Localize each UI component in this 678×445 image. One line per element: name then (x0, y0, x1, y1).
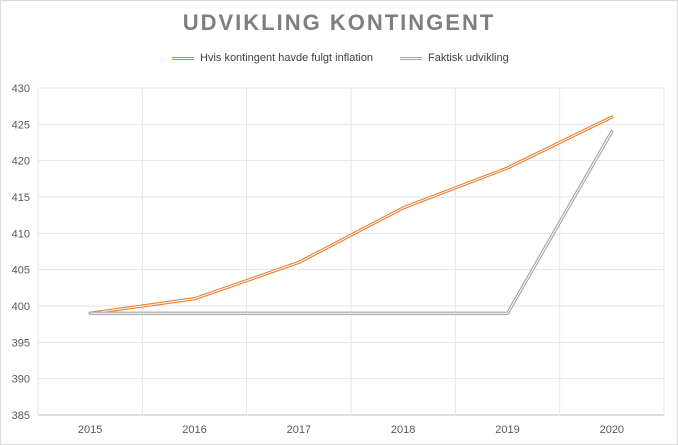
series-line-core-0 (89, 116, 613, 314)
y-tick-label: 405 (12, 265, 30, 277)
y-tick-label: 415 (12, 192, 30, 204)
legend-item-actual: Faktisk udvikling (400, 52, 509, 64)
y-tick-label: 385 (12, 410, 30, 422)
x-tick-label: 2015 (78, 424, 102, 436)
y-tick-label: 420 (12, 156, 30, 168)
legend-label-actual: Faktisk udvikling (428, 52, 509, 64)
legend-swatch-inflation (172, 56, 194, 60)
chart-title: UDVIKLING KONTINGENT (182, 10, 496, 35)
legend-item-inflation: Hvis kontingent havde fulgt inflation (172, 52, 373, 64)
x-tick-label: 2016 (182, 424, 206, 436)
y-tick-label: 410 (12, 228, 30, 240)
legend-label-inflation: Hvis kontingent havde fulgt inflation (200, 52, 374, 64)
series-line-core-1 (89, 131, 613, 314)
x-tick-label: 2019 (495, 424, 519, 436)
legend-swatch-actual (400, 56, 422, 60)
y-tick-label: 425 (12, 119, 30, 131)
x-tick-label: 2018 (391, 424, 415, 436)
y-tick-label: 390 (12, 374, 30, 386)
x-tick-label: 2017 (287, 424, 311, 436)
y-tick-label: 400 (12, 301, 30, 313)
legend: Hvis kontingent havde fulgt inflation Fa… (0, 52, 678, 70)
y-tick-label: 430 (12, 83, 30, 95)
x-tick-label: 2020 (600, 424, 624, 436)
y-tick-label: 395 (12, 337, 30, 349)
